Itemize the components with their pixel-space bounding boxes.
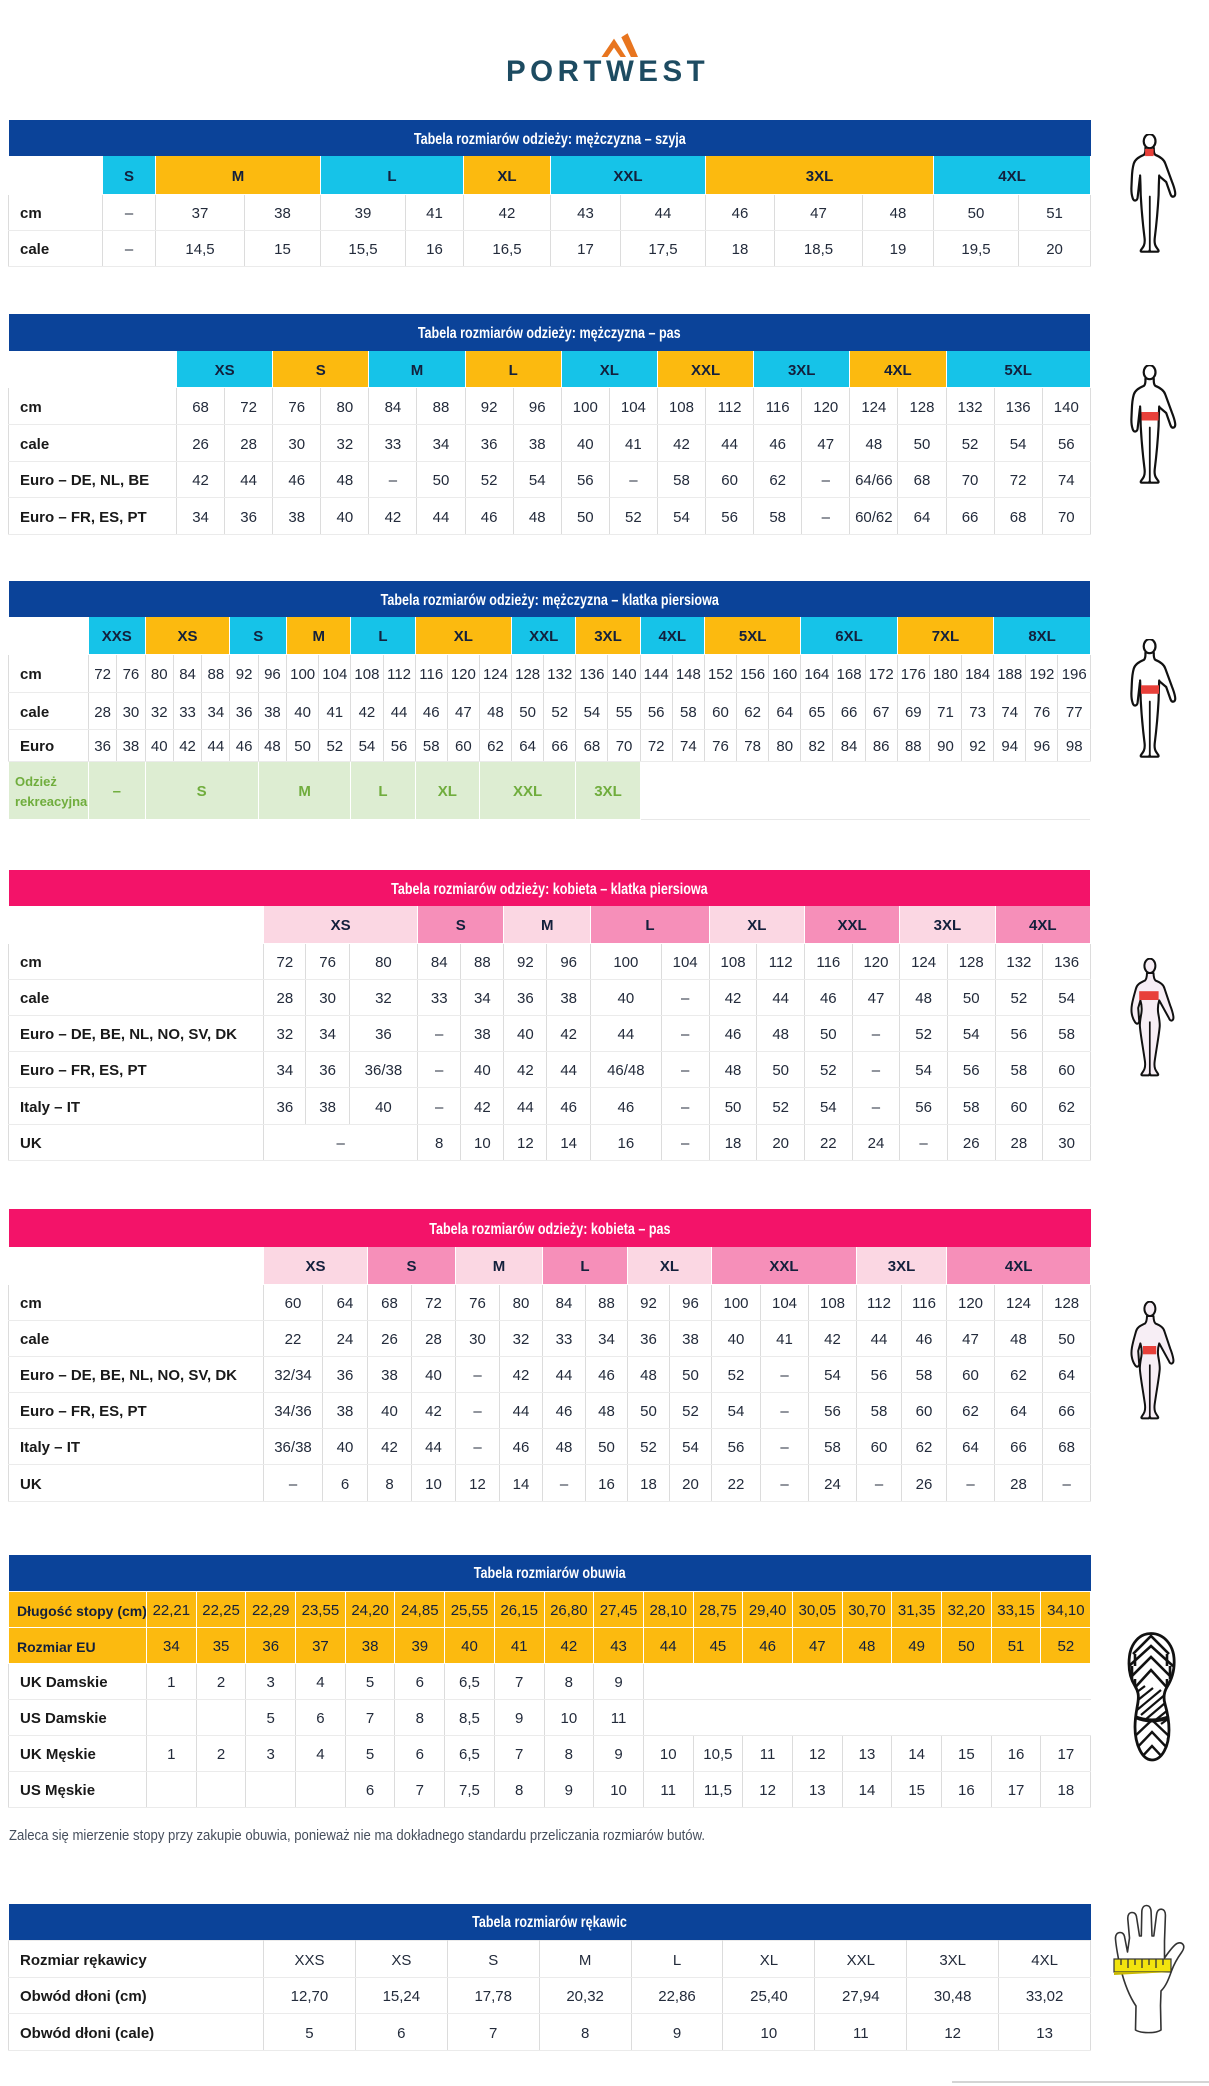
svg-text:PORTWEST: PORTWEST [506,55,709,85]
